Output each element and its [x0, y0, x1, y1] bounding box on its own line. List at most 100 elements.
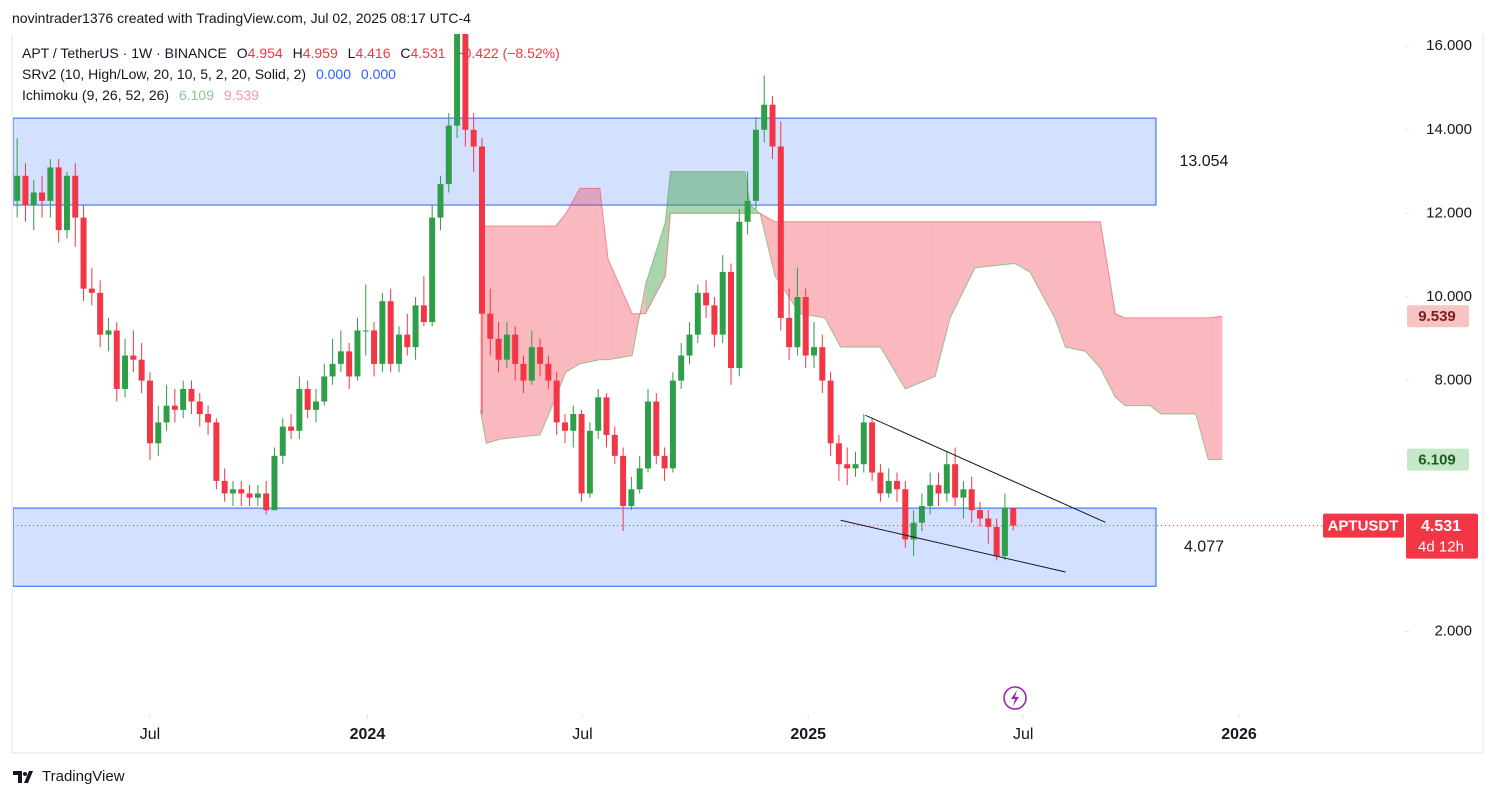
candle-body: [636, 468, 643, 490]
candle-body: [105, 330, 112, 335]
candle-body: [238, 489, 245, 494]
candle-body: [288, 426, 295, 431]
candle-body: [894, 480, 900, 490]
candle-body: [910, 522, 917, 540]
x-tick-label: Jul: [1013, 726, 1033, 743]
candle-body: [362, 330, 369, 332]
cloud-segment: [824, 221, 841, 348]
candle-body: [960, 489, 967, 498]
candle-body: [47, 167, 54, 201]
candle-body: [304, 388, 311, 410]
x-tick-label: Jul: [140, 726, 160, 743]
sr-zone: [13, 117, 1157, 206]
candle-body: [155, 422, 162, 444]
candle-body: [545, 363, 552, 381]
cloud-segment: [840, 221, 881, 348]
candle-body: [412, 305, 419, 348]
candle-body: [827, 380, 834, 444]
candle-body: [586, 430, 593, 494]
ohlc-letter: C: [400, 45, 411, 61]
candle-body: [130, 355, 137, 360]
candle-body: [495, 338, 502, 360]
indicator-value: 6.109: [178, 87, 215, 103]
zone-label: 13.054: [1180, 153, 1229, 170]
legend-row: SRv2 (10, High/Low, 20, 10, 5, 2, 20, So…: [22, 64, 560, 85]
candle-body: [719, 271, 726, 335]
candle-body: [620, 455, 627, 506]
candle-body: [462, 34, 469, 130]
x-tick-label: 2024: [350, 726, 386, 743]
candle-body: [935, 485, 942, 494]
axes: 2.000 8.000 10.000 12.000 14.000 16.000 Jul 202…: [140, 37, 1478, 743]
candle-body: [337, 351, 344, 364]
candle-body: [852, 464, 859, 469]
candle-body: [653, 401, 660, 456]
x-tick-label: Jul: [572, 726, 592, 743]
indicator-value: 9.539: [223, 87, 259, 103]
candle-body: [221, 480, 228, 494]
candle-body: [437, 184, 444, 218]
candle-body: [918, 506, 925, 523]
cloud-segment: [880, 221, 906, 389]
candle-body: [645, 401, 651, 469]
candle-body: [686, 334, 693, 356]
candle-body: [346, 351, 353, 377]
candle-body: [72, 175, 79, 218]
ohlc-value: 4.954: [247, 45, 283, 61]
candle-body: [968, 489, 975, 511]
indicator-name: Ichimoku (9, 26, 52, 26): [22, 87, 170, 103]
candle-body: [113, 330, 120, 389]
candle-body: [429, 217, 436, 323]
candle-body: [694, 292, 701, 335]
ohlc-value: 4.416: [355, 45, 391, 61]
alert-icon[interactable]: [1003, 686, 1027, 710]
plot-area: 13.054 4.077: [13, 34, 1405, 587]
candle-body: [752, 129, 759, 201]
tv-logo: [13, 771, 33, 783]
candle-body: [146, 380, 153, 444]
header-text: novintrader1376 created with TradingView…: [12, 10, 471, 26]
ohlc-value: 4.531: [410, 45, 446, 61]
x-tick-label: 2026: [1221, 726, 1257, 743]
candle-body: [537, 347, 544, 364]
candle-body: [943, 464, 950, 494]
cloud-segment: [665, 171, 671, 277]
candle-body: [487, 313, 494, 339]
candle-body: [952, 464, 959, 498]
candle-body: [354, 330, 361, 377]
cloud-segment: [555, 213, 566, 398]
candle-body: [844, 464, 851, 469]
cloud-segment: [905, 221, 936, 389]
cloud-segment: [579, 188, 600, 364]
cloud-segment: [935, 221, 951, 377]
price-label: 4.531: [1421, 518, 1461, 535]
cloud-segment: [1115, 313, 1126, 406]
candle-body: [877, 472, 884, 494]
candle-body: [885, 480, 892, 494]
ohlc-value: 4.959: [302, 45, 338, 61]
symbol-title: APT / TetherUS · 1W · BINANCE: [22, 45, 227, 61]
candle-body: [229, 489, 236, 494]
candle-body: [205, 414, 212, 423]
candle-body: [395, 334, 402, 364]
cloud-segment: [975, 221, 1015, 268]
candle-body: [611, 434, 618, 456]
candle-body: [761, 104, 768, 130]
candle-body: [122, 355, 129, 389]
candle-body: [570, 414, 577, 431]
candle-body: [736, 221, 743, 369]
candle-body: [271, 455, 278, 511]
cloud-segment: [540, 225, 556, 435]
indicator-value: 0.000: [360, 66, 396, 82]
candle-body: [744, 200, 751, 222]
legend-row: APT / TetherUS · 1W · BINANCE O4.954 H4.…: [22, 43, 560, 64]
cloud-segment: [1029, 221, 1055, 318]
candle-body: [329, 363, 336, 377]
candle-body: [661, 455, 668, 469]
candle-body: [420, 305, 427, 323]
candle-body: [678, 355, 685, 381]
cloud-edge: [480, 187, 1223, 319]
countdown-label: 4d 12h: [1418, 539, 1464, 556]
y-tick-label: 8.000: [1434, 372, 1472, 389]
